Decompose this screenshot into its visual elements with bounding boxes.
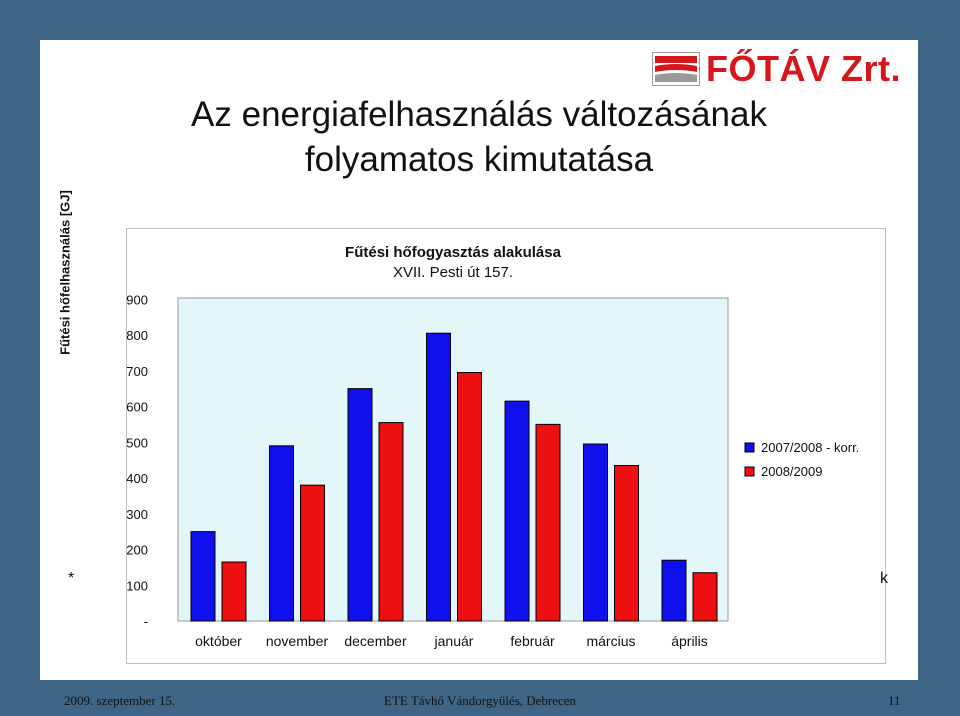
page-title-line-2: folyamatos kimutatása [304,140,654,179]
logo-mark-icon [651,51,701,87]
page-title: Az energiafelhasználás változásának foly… [40,92,918,182]
footer-event: ETE Távhő Vándorgyűlés, Debrecen [384,693,577,708]
slide: FŐTÁV Zrt. Az energiafelhasználás változ… [40,40,918,680]
chart-frame [126,228,886,664]
right-edge-mark: k [880,570,888,587]
footer-date: 2009. szeptember 15. [64,693,176,708]
logo-text: FŐTÁV Zrt. [706,48,901,89]
company-logo: FŐTÁV Zrt. [651,48,910,89]
y-axis-title: Fűtési hőfelhasználás [GJ] [57,190,73,355]
page-title-line-1: Az energiafelhasználás változásának [191,95,767,134]
page-number: 11 [888,693,901,708]
left-edge-mark: * [68,570,75,587]
footer: 2009. szeptember 15. ETE Távhő Vándorgyű… [0,680,960,716]
